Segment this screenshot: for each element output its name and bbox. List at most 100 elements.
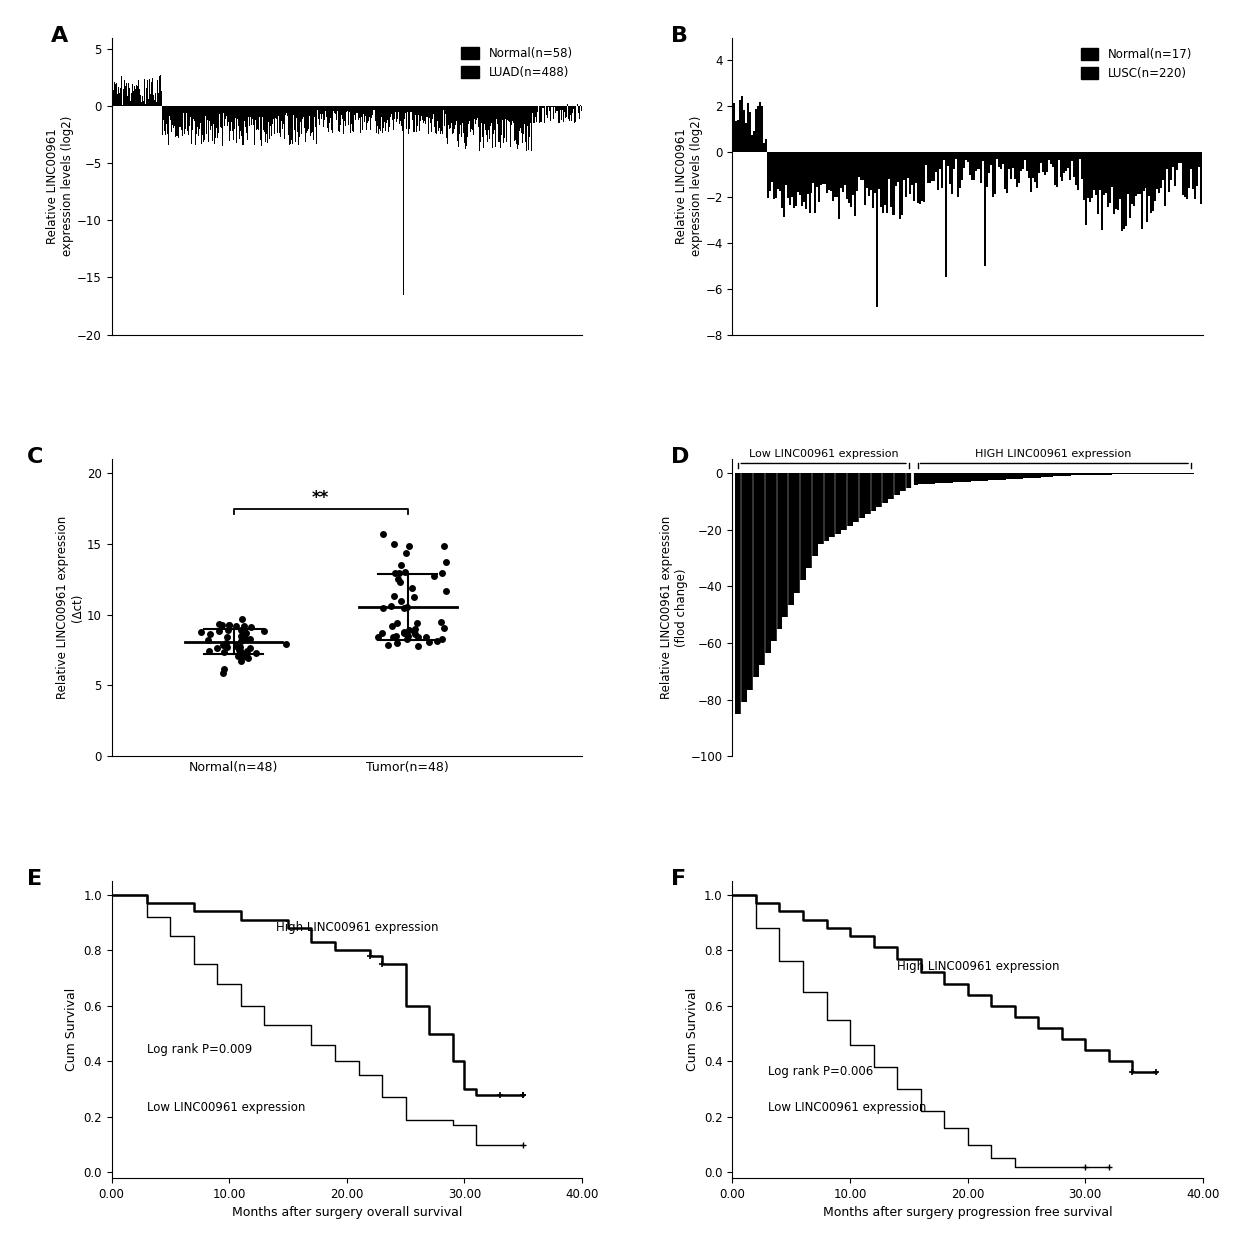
Y-axis label: Cum Survival: Cum Survival [686, 987, 698, 1071]
Bar [854, 152, 856, 217]
Bar [748, 103, 749, 152]
Bar [826, 152, 828, 193]
Point [239, 629, 259, 649]
Bar [1054, 152, 1055, 185]
Bar [836, 152, 838, 198]
Bar [763, 143, 765, 152]
Bar [817, 474, 823, 544]
Bar [825, 152, 826, 184]
Text: C: C [27, 447, 43, 467]
Bar [1058, 152, 1059, 160]
Point [219, 614, 239, 634]
Point [378, 635, 398, 655]
Bar [1074, 152, 1075, 177]
Bar [908, 152, 909, 178]
Bar [830, 474, 836, 538]
Bar [1112, 152, 1115, 213]
Bar [900, 474, 906, 491]
Point [432, 563, 451, 583]
Bar [971, 152, 972, 180]
Bar [951, 152, 952, 194]
Bar [991, 152, 992, 164]
Bar [959, 474, 965, 482]
Bar [1078, 152, 1079, 189]
Bar [1107, 152, 1109, 207]
Point [436, 553, 456, 573]
Point [382, 616, 402, 637]
Bar [753, 132, 755, 152]
Point [433, 629, 453, 649]
Bar [955, 152, 957, 159]
Bar [771, 474, 776, 642]
Bar [1164, 152, 1167, 205]
Bar [1142, 152, 1145, 190]
Bar [1141, 152, 1142, 229]
Bar [1154, 152, 1157, 200]
Bar [773, 152, 775, 199]
Bar [1049, 152, 1052, 164]
Point [373, 524, 393, 544]
Point [238, 648, 258, 668]
Bar [852, 152, 854, 195]
Bar [759, 103, 761, 152]
Point [368, 626, 388, 647]
Bar [753, 474, 759, 678]
Bar [811, 152, 812, 193]
Bar [884, 152, 885, 205]
Text: E: E [27, 870, 42, 890]
Bar [941, 152, 942, 188]
Text: Log rank P=0.009: Log rank P=0.009 [146, 1042, 252, 1056]
Point [229, 640, 249, 660]
Bar [931, 152, 932, 182]
Bar [1083, 474, 1089, 475]
Bar [1048, 152, 1049, 160]
Bar [1138, 152, 1141, 194]
Bar [961, 152, 962, 179]
Bar [836, 474, 841, 534]
Bar [1087, 152, 1089, 198]
Point [391, 573, 410, 593]
Bar [957, 152, 959, 197]
Bar [904, 152, 905, 179]
Bar [918, 474, 924, 485]
Bar [1044, 152, 1045, 175]
Text: Low LINC00961 expression: Low LINC00961 expression [768, 1101, 926, 1114]
Point [237, 623, 257, 643]
Bar [1115, 152, 1117, 209]
Bar [1178, 152, 1180, 163]
Bar [1127, 152, 1128, 194]
Bar [998, 152, 1001, 167]
Bar [935, 152, 937, 172]
Bar [898, 152, 899, 182]
Bar [937, 152, 939, 190]
Bar [1059, 474, 1065, 476]
Bar [816, 152, 818, 187]
Bar [994, 152, 996, 194]
Point [213, 635, 233, 655]
Point [231, 640, 250, 660]
Y-axis label: Cum Survival: Cum Survival [64, 987, 78, 1071]
Bar [791, 152, 792, 197]
Point [231, 643, 250, 663]
Point [387, 613, 407, 633]
Bar [1008, 152, 1011, 169]
Point [208, 621, 228, 642]
Point [427, 632, 446, 652]
Bar [868, 152, 869, 197]
Y-axis label: Relative LINC00961 expression
(Δct): Relative LINC00961 expression (Δct) [56, 516, 84, 699]
Bar [923, 152, 925, 202]
Y-axis label: Relative LINC00961
expression levels (log2): Relative LINC00961 expression levels (lo… [675, 115, 703, 257]
Point [394, 623, 414, 643]
Point [231, 625, 250, 645]
Point [213, 663, 233, 683]
Bar [859, 474, 864, 519]
Point [398, 626, 418, 647]
Bar [915, 152, 918, 183]
Bar [978, 152, 981, 169]
Point [228, 645, 248, 665]
Bar [771, 152, 773, 182]
Bar [1006, 474, 1012, 479]
Bar [1111, 152, 1112, 187]
Bar [859, 152, 862, 179]
Bar [965, 474, 971, 481]
